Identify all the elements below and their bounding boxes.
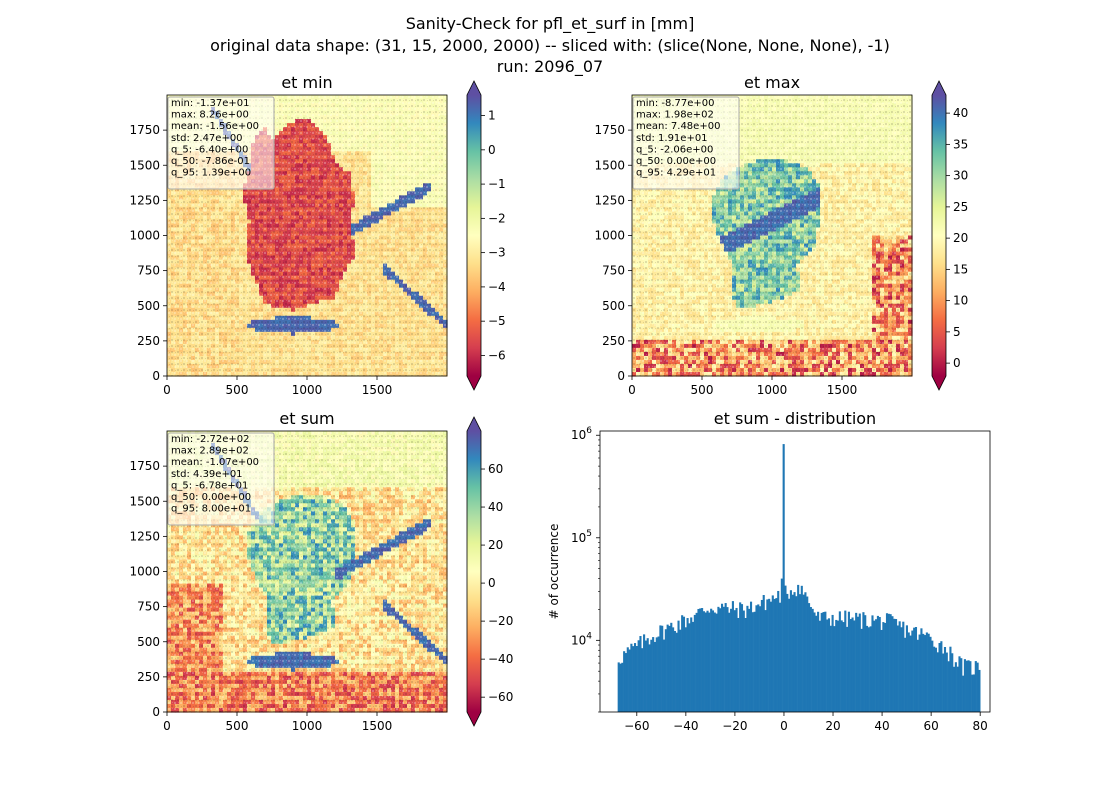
y-tick-label: 1000 [129, 229, 160, 243]
stats-line: mean: -1.56e+00 [171, 121, 259, 132]
figure-title-line-2: original data shape: (31, 15, 2000, 2000… [210, 36, 890, 55]
panel-title: et min [281, 73, 332, 92]
y-tick-label: 1500 [129, 158, 160, 172]
x-tick-label: 0 [163, 383, 171, 397]
y-tick-label: 1750 [129, 123, 160, 137]
stats-line: q_95: 1.39e+00 [171, 168, 251, 179]
x-tick-label: 1500 [362, 383, 393, 397]
x-tick-label: 1000 [292, 383, 323, 397]
colorbar-tick-label: −3 [488, 246, 506, 260]
panel-et-min: et min 0 500 1000 1500 0 250 500 750 1000 1250 1500… [129, 73, 505, 397]
colorbar-tick-label: −2 [488, 211, 506, 225]
figure-title-line-3: run: 2096_07 [497, 57, 603, 77]
colorbar-tick-label: 1 [488, 109, 496, 123]
colorbar: 1 0 −1 −2 −3 −4 −5 −6 [467, 81, 506, 390]
stats-line: q_5: -6.40e+00 [171, 144, 248, 155]
stats-line: max: 8.26e+00 [171, 110, 249, 121]
colorbar-tick-label: −4 [488, 280, 506, 294]
y-tick-label: 500 [137, 299, 160, 313]
stats-line: q_50: -7.86e-01 [171, 156, 250, 167]
colorbar-tick-label: −1 [488, 177, 506, 191]
figure-title-line-1: Sanity-Check for pfl_et_surf in [mm] [406, 14, 695, 34]
colorbar-gradient [467, 95, 481, 376]
stats-line: min: -1.37e+01 [171, 98, 250, 109]
y-tick-label: 250 [137, 334, 160, 348]
y-tick-label: 750 [137, 264, 160, 278]
colorbar-extend-max [467, 81, 481, 95]
y-tick-label: 0 [152, 369, 160, 383]
y-tick-label: 1250 [129, 193, 160, 207]
x-tick-label: 500 [226, 383, 249, 397]
colorbar-tick-label: −5 [488, 314, 506, 328]
stats-line: std: 2.47e+00 [171, 133, 243, 144]
colorbar-tick-label: −6 [488, 348, 506, 362]
colorbar-tick-label: 0 [488, 143, 496, 157]
colorbar-extend-min [467, 376, 481, 390]
